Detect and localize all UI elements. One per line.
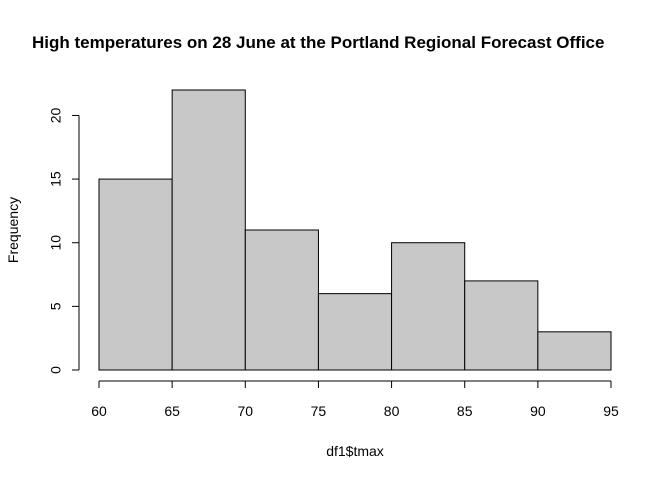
y-axis-label: Frequency [5,197,21,263]
chart-title: High temperatures on 28 June at the Port… [32,33,604,52]
y-tick-label: 15 [48,171,64,187]
x-axis-label: df1$tmax [326,443,384,459]
bar [244,229,319,371]
x-tick-label: 65 [164,403,180,419]
bar [464,280,539,371]
x-tick-label: 60 [91,403,107,419]
bar [537,331,612,371]
bar [391,242,466,371]
y-tick-label: 5 [48,302,64,310]
y-tick-label: 10 [48,235,64,251]
x-tick-label: 90 [530,403,546,419]
x-tick-label: 80 [384,403,400,419]
x-tick-label: 95 [603,403,619,419]
x-tick-label: 75 [311,403,327,419]
x-tick-label: 85 [457,403,473,419]
bar [171,89,246,371]
y-tick-label: 0 [48,366,64,374]
bar [317,293,393,371]
y-tick-label: 20 [48,107,64,123]
x-tick-label: 70 [237,403,253,419]
bar [98,178,173,371]
